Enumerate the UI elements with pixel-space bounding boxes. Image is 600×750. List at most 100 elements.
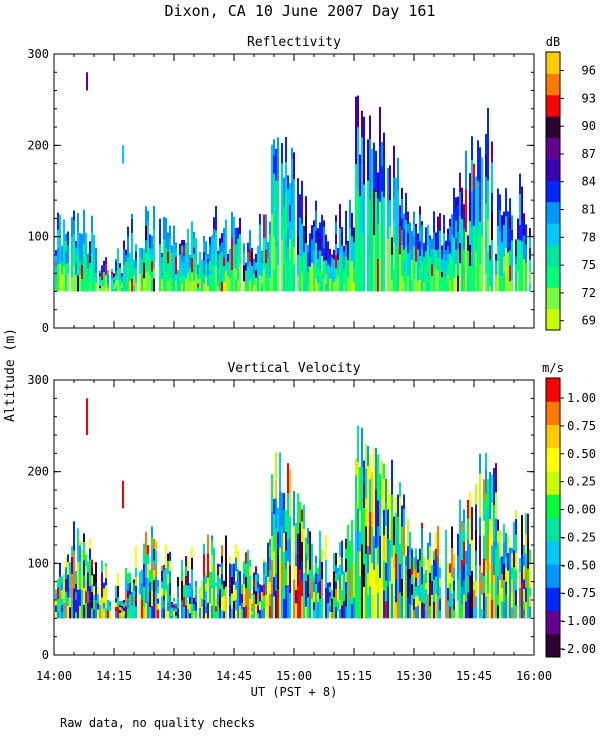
heatmap-cell [433,579,435,602]
heatmap-cell [117,279,119,292]
heatmap-cell [103,260,105,267]
heatmap-cell [501,588,503,601]
heatmap-cell [495,253,497,261]
heatmap-cell [327,277,329,292]
heatmap-cell [499,542,501,558]
heatmap-cell [485,468,487,494]
heatmap-cell [55,284,57,292]
heatmap-cell [91,567,93,576]
heatmap-cell [167,553,169,561]
heatmap-cell [171,610,173,614]
heatmap-cell [85,273,87,292]
heatmap-cell [175,603,177,606]
heatmap-cell [217,274,219,280]
heatmap-cell [239,591,241,606]
heatmap-cell [189,604,191,614]
heatmap-cell [185,242,187,262]
heatmap-cell [255,253,257,263]
heatmap-cell [375,447,377,490]
heatmap-cell [155,591,157,605]
heatmap-cell [347,286,349,292]
heatmap-cell [409,555,411,570]
heatmap-cell [99,283,101,286]
heatmap-cell [149,607,151,619]
heatmap-cell [179,248,181,255]
heatmap-cell [379,473,381,496]
heatmap-cell [325,260,327,268]
heatmap-cell [371,495,373,526]
heatmap-cell [495,548,497,579]
heatmap-cell [481,594,483,610]
heatmap-cell [343,570,345,586]
heatmap-cell [245,587,247,607]
heatmap-cell [327,241,329,255]
heatmap-cell [173,257,175,279]
heatmap-cell [501,600,503,619]
heatmap-cell [163,609,165,619]
heatmap-cell [477,181,479,234]
heatmap-cell [467,592,469,619]
heatmap-cell [187,558,189,571]
heatmap-cell [183,275,185,285]
heatmap-cell [241,593,243,603]
heatmap-cell [125,268,127,275]
heatmap-cell [93,266,95,279]
heatmap-cell [331,268,333,280]
heatmap-cell [145,272,147,292]
heatmap-cell [337,610,339,619]
heatmap-cell [485,528,487,561]
heatmap-cell [297,178,299,185]
heatmap-cell [271,144,273,170]
heatmap-cell [255,591,257,605]
heatmap-cell [359,485,361,511]
heatmap-cell [301,180,303,187]
heatmap-cell [393,243,395,269]
heatmap-cell [151,606,153,619]
heatmap-cell [301,204,303,224]
colorbar-swatch [546,244,560,267]
heatmap-cell [91,575,93,585]
heatmap-cell [79,260,81,267]
heatmap-cell [133,604,135,611]
heatmap-cell [337,280,339,287]
heatmap-cell [487,593,489,619]
heatmap-cell [61,598,63,605]
heatmap-cell [243,561,245,574]
heatmap-cell [153,218,155,230]
heatmap-cell [521,555,523,584]
heatmap-cell [387,167,389,201]
heatmap-cell [141,258,143,267]
heatmap-cell [55,605,57,613]
heatmap-cell [289,593,291,619]
heatmap-cell [287,269,289,292]
heatmap-cell [191,557,193,570]
heatmap-cell [489,268,491,276]
heatmap-cell [407,211,409,225]
heatmap-cell [359,551,361,577]
heatmap-cell [439,610,441,619]
heatmap-cell [119,280,121,287]
heatmap-cell [175,265,177,275]
heatmap-cell [265,249,267,264]
heatmap-cell [475,580,477,597]
heatmap-cell [135,268,137,276]
heatmap-cell [213,599,215,619]
heatmap-cell [247,242,249,253]
heatmap-cell [487,138,489,181]
heatmap-cell [265,214,267,228]
heatmap-cell [395,497,397,513]
heatmap-cell [159,218,161,224]
heatmap-cell [239,571,241,592]
heatmap-cell [435,562,437,577]
heatmap-cell [405,605,407,619]
heatmap-cell [347,240,349,246]
heatmap-cell [177,586,179,598]
heatmap-cell [261,283,263,292]
heatmap-cell [275,205,277,248]
heatmap-cell [223,604,225,612]
heatmap-cell [403,494,405,509]
heatmap-cell [281,587,283,619]
heatmap-cell [263,584,265,596]
heatmap-cell [199,587,201,596]
heatmap-cell [163,589,165,596]
